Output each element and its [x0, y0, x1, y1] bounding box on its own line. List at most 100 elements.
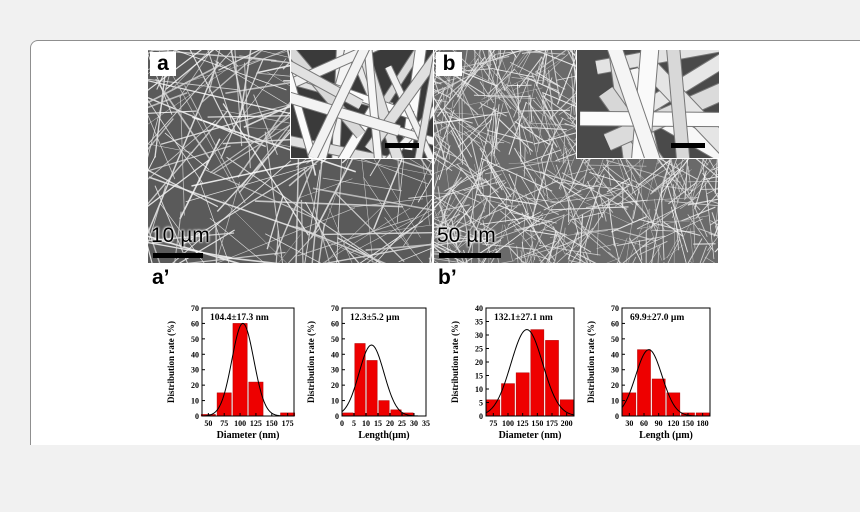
- x-tick-label: 175: [282, 419, 294, 428]
- y-tick-label: 50: [331, 335, 339, 344]
- x-tick-label: 150: [682, 419, 694, 428]
- inset-image-b: [576, 50, 719, 159]
- scale-bar-label-b: 50 µm: [437, 224, 496, 247]
- histogram-diameter-a: 0 10 20 30 40 50 60 70 50 75 100 125 150 175 Diameter …: [162, 278, 302, 449]
- x-tick-label: 120: [667, 419, 679, 428]
- x-tick-label: 30: [410, 419, 418, 428]
- y-tick-label: 40: [331, 350, 339, 359]
- histogram-bar: [515, 372, 530, 417]
- y-tick-label: 60: [611, 319, 619, 328]
- x-tick-label: 5: [352, 419, 356, 428]
- panel-label-a: a: [150, 52, 176, 76]
- plot-frame: [201, 307, 295, 417]
- inset-wires: [580, 50, 719, 158]
- scale-bar-a: [153, 253, 203, 258]
- x-tick-label: 30: [625, 419, 633, 428]
- inset-scale-bar-a: [385, 143, 419, 148]
- scale-bar-b: [439, 253, 501, 258]
- x-tick-label: 180: [697, 419, 709, 428]
- x-tick-label: 15: [374, 419, 382, 428]
- x-tick-label: 50: [204, 419, 212, 428]
- histogram-bar: [378, 400, 390, 417]
- histogram-bar: [622, 392, 637, 417]
- y-tick-label: 15: [475, 372, 483, 381]
- histogram-bar: [366, 360, 378, 417]
- y-tick-label: 50: [611, 335, 619, 344]
- y-tick-label: 10: [191, 397, 199, 406]
- y-tick-label: 20: [331, 381, 339, 390]
- y-tick-label: 40: [611, 350, 619, 359]
- y-tick-label: 70: [191, 304, 199, 313]
- y-tick-label: 25: [475, 345, 483, 354]
- x-axis-label: Length(µm): [358, 430, 409, 441]
- mean-sd-annotation: 69.9±27.0 µm: [630, 313, 684, 323]
- y-axis-label: Distribution rate (%): [306, 321, 316, 403]
- inset-scale-bar-b: [671, 143, 705, 148]
- y-tick-label: 70: [331, 304, 339, 313]
- histogram-bar: [637, 349, 651, 417]
- histogram-length-a: 0 10 20 30 40 50 60 70 0 5 10 15 20 25 30 35 Length(µm) D…: [302, 278, 434, 449]
- y-tick-label: 0: [335, 412, 339, 421]
- sem-image-b: b 50 µm: [434, 50, 719, 263]
- x-tick-label: 175: [546, 419, 558, 428]
- histogram-bar: [248, 381, 264, 417]
- x-tick-label: 60: [640, 419, 648, 428]
- y-tick-label: 10: [611, 397, 619, 406]
- x-axis-label: Diameter (nm): [217, 430, 280, 441]
- histogram-length-b: 0 10 20 30 40 50 60 70 30 60 90 120 150 180 Length (µm…: [582, 278, 718, 449]
- mean-sd-annotation: 132.1±27.1 nm: [494, 313, 553, 323]
- histogram-bar: [216, 392, 232, 417]
- histogram-bar: [354, 343, 366, 417]
- histogram-bar: [651, 378, 666, 417]
- x-tick-label: 100: [502, 419, 514, 428]
- y-axis-label: Distribution rate (%): [450, 321, 460, 403]
- plot-frame: [341, 307, 427, 417]
- x-tick-label: 90: [655, 419, 663, 428]
- x-tick-label: 35: [422, 419, 430, 428]
- plot-frame: [621, 307, 711, 417]
- y-tick-label: 5: [479, 399, 483, 408]
- x-tick-label: 100: [234, 419, 246, 428]
- inset-micrograph-b: [577, 50, 719, 158]
- x-tick-label: 10: [362, 419, 370, 428]
- gaussian-fit-curve: [485, 329, 575, 416]
- x-tick-label: 125: [517, 419, 529, 428]
- y-tick-label: 0: [615, 412, 619, 421]
- x-axis-label: Length (µm): [639, 430, 693, 441]
- panel-label-a-prime: a’: [152, 266, 170, 289]
- y-axis-label: Distribution rate (%): [586, 321, 596, 403]
- scale-bar-label-a: 10 µm: [151, 224, 210, 247]
- x-tick-label: 0: [340, 419, 344, 428]
- y-tick-label: 30: [611, 366, 619, 375]
- inset-wires: [291, 50, 433, 158]
- y-tick-label: 70: [611, 304, 619, 313]
- y-tick-label: 30: [191, 366, 199, 375]
- y-tick-label: 0: [479, 412, 483, 421]
- x-tick-label: 75: [220, 419, 228, 428]
- panel-label-b: b: [436, 52, 462, 76]
- histogram-bar: [232, 323, 248, 417]
- figure: a 10 µm b 50 µm a’ b’ 0 10 20 30 40 50 60 70 50 7…: [148, 50, 719, 442]
- y-tick-label: 10: [331, 397, 339, 406]
- histogram-bar: [501, 383, 515, 417]
- x-tick-label: 75: [489, 419, 497, 428]
- x-tick-label: 25: [398, 419, 406, 428]
- x-axis-label: Diameter (nm): [499, 430, 562, 441]
- y-tick-label: 20: [191, 381, 199, 390]
- y-tick-label: 60: [191, 319, 199, 328]
- histogram-bar: [530, 329, 545, 417]
- y-tick-label: 50: [191, 335, 199, 344]
- inset-image-a: [290, 50, 433, 159]
- y-tick-label: 20: [611, 381, 619, 390]
- x-tick-label: 125: [250, 419, 262, 428]
- y-tick-label: 20: [475, 358, 483, 367]
- mean-sd-annotation: 104.4±17.3 nm: [210, 313, 269, 323]
- panel-label-b-prime: b’: [438, 266, 457, 289]
- y-tick-label: 40: [191, 350, 199, 359]
- x-tick-label: 150: [266, 419, 278, 428]
- x-tick-label: 150: [531, 419, 543, 428]
- histogram-diameter-b: 0 5 10 15 20 25 30 35 40 75 100 125 150 175 200 Diamete…: [446, 278, 582, 449]
- y-tick-label: 0: [195, 412, 199, 421]
- y-tick-label: 60: [331, 319, 339, 328]
- x-tick-label: 20: [386, 419, 394, 428]
